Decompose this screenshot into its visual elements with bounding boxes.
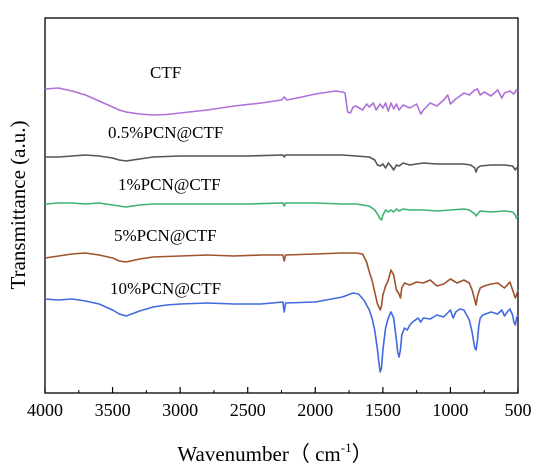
series-label-1: 0.5%PCN@CTF — [108, 123, 223, 142]
x-axis-label-text: Wavenumber（ cm — [177, 442, 340, 466]
x-tick-label-4000: 4000 — [27, 400, 63, 420]
x-tick-label-2000: 2000 — [297, 400, 333, 420]
series-line-0 — [44, 87, 519, 116]
x-axis: 4000 3500 3000 2500 2000 1500 1000 500 — [27, 387, 532, 420]
series-label-4: 10%PCN@CTF — [110, 279, 221, 298]
plot-area — [44, 17, 519, 394]
x-tick-label-2500: 2500 — [230, 400, 266, 420]
x-axis-label: Wavenumber（ cm-1） — [177, 440, 372, 466]
y-axis-label: Transmittance (a.u.) — [6, 121, 30, 290]
plot-frame — [44, 17, 519, 394]
series-line-4 — [44, 292, 519, 373]
series-label-3: 5%PCN@CTF — [114, 226, 217, 245]
series-line-1 — [45, 154, 519, 173]
series-label-0: CTF — [150, 63, 181, 82]
series-line-3 — [44, 252, 519, 311]
series-layer — [44, 87, 519, 373]
x-axis-label-superscript: -1 — [341, 440, 352, 455]
x-tick-label-3000: 3000 — [162, 400, 198, 420]
series-line-2 — [44, 202, 519, 221]
series-label-layer: CTF 0.5%PCN@CTF 1%PCN@CTF 5%PCN@CTF 10%PCN@C… — [108, 63, 223, 298]
series-label-2: 1%PCN@CTF — [118, 175, 221, 194]
x-tick-label-3500: 3500 — [95, 400, 131, 420]
x-tick-label-1000: 1000 — [432, 400, 468, 420]
x-axis-label-close: ） — [352, 442, 373, 466]
x-tick-label-500: 500 — [505, 400, 532, 420]
x-tick-label-1500: 1500 — [365, 400, 401, 420]
